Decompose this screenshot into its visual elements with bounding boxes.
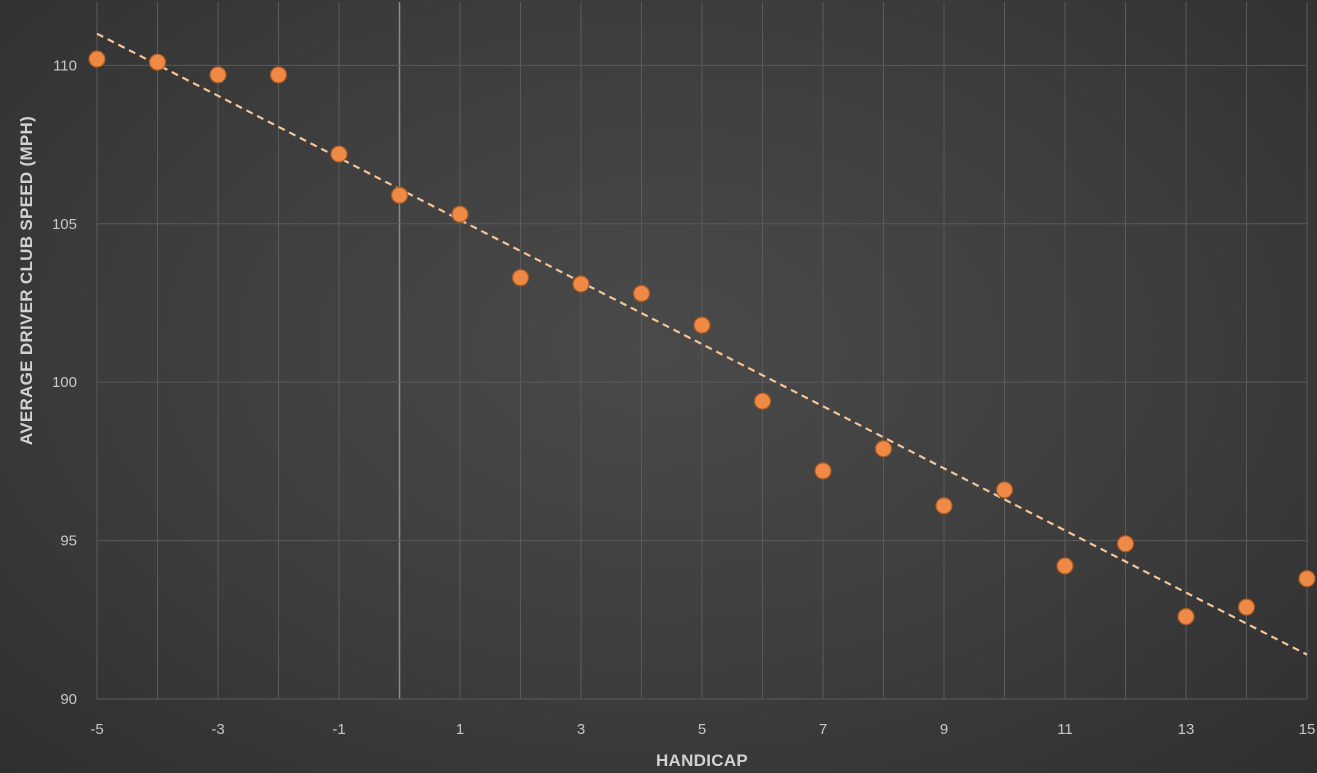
data-point	[693, 316, 711, 334]
data-point	[1177, 608, 1195, 626]
y-axis-title: AVERAGE DRIVER CLUB SPEED (MPH)	[17, 116, 36, 445]
data-point	[209, 66, 227, 84]
data-point	[874, 440, 893, 458]
data-point	[935, 497, 953, 515]
x-tick-label: 15	[1299, 721, 1316, 738]
x-axis-title: HANDICAP	[656, 751, 748, 770]
x-tick-label: 11	[1057, 721, 1073, 738]
x-tick-label: 3	[577, 721, 585, 738]
y-tick-label: 110	[53, 57, 77, 74]
data-point	[88, 50, 106, 68]
data-point	[1237, 598, 1256, 616]
data-point	[1116, 535, 1135, 553]
data-point	[814, 462, 832, 480]
trendline-layer	[96, 32, 1308, 656]
x-tick-label: -5	[90, 721, 103, 738]
data-point	[995, 481, 1014, 499]
y-tick-labels: 90 95 100 105 110	[52, 57, 77, 708]
data-point	[572, 275, 590, 293]
data-point	[1298, 570, 1316, 588]
data-point	[330, 145, 348, 163]
data-point	[753, 392, 772, 410]
x-tick-label: -1	[332, 721, 345, 738]
x-tick-label: -3	[211, 721, 224, 738]
data-point	[390, 186, 409, 204]
y-tick-label: 95	[60, 533, 77, 550]
y-tick-label: 90	[60, 691, 77, 708]
data-point	[451, 205, 469, 223]
data-point	[632, 284, 651, 303]
data-point	[1056, 557, 1074, 575]
data-point	[511, 269, 530, 287]
data-point	[148, 53, 167, 71]
grid-layer	[96, 2, 1308, 700]
x-tick-labels: -5 -3 -1 1 3 5 7 9 11 13 15	[90, 721, 1315, 738]
trendline	[96, 32, 1308, 656]
x-tick-label: 1	[456, 721, 464, 738]
x-tick-label: 13	[1178, 721, 1195, 738]
data-points-layer	[88, 50, 1316, 626]
y-tick-label: 100	[52, 374, 77, 391]
x-tick-label: 5	[698, 721, 706, 738]
x-tick-label: 9	[940, 721, 948, 738]
x-tick-label: 7	[819, 721, 827, 738]
y-tick-label: 105	[52, 216, 77, 233]
data-point	[269, 66, 288, 84]
